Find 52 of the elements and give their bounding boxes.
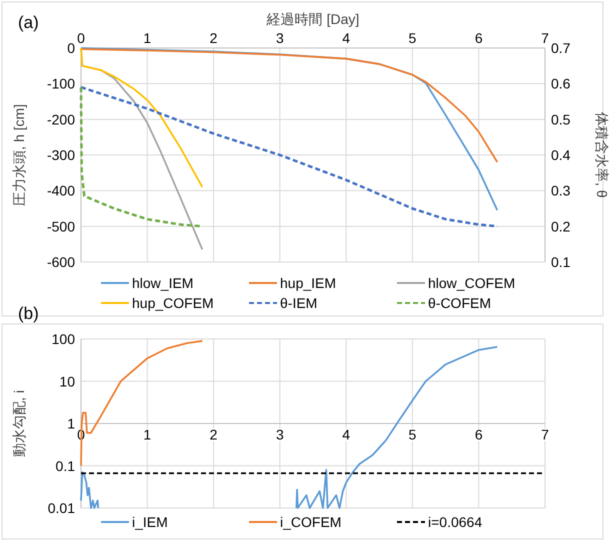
legend-label: θ-IEM — [280, 295, 318, 311]
y-axis-title: 動水勾配, i — [11, 390, 27, 457]
y-tick-label: -400 — [46, 182, 76, 199]
x-tick-label: 7 — [541, 426, 550, 442]
x-tick-label: 3 — [276, 30, 284, 46]
x-tick-label: 3 — [276, 426, 284, 442]
y-tick-label: -300 — [46, 147, 76, 163]
x-tick-label: 0 — [77, 30, 86, 46]
y2-tick-label: 0.7 — [551, 40, 571, 56]
x-axis-title: 経過時間 [Day] — [266, 11, 360, 27]
x-tick-label: 2 — [210, 30, 218, 46]
y2-tick-label: 0.6 — [551, 76, 571, 92]
legend-label: i_COFEM — [280, 514, 342, 530]
x-tick-label: 2 — [210, 426, 218, 442]
y-tick-label: -200 — [46, 111, 76, 128]
y-axis-title: 圧力水頭, h [cm] — [11, 104, 27, 206]
legend-label: hup_IEM — [280, 275, 336, 291]
x-tick-label: 5 — [408, 426, 417, 442]
line-series — [80, 47, 204, 188]
chart-title: (a) — [18, 13, 39, 32]
x-tick-label: 1 — [143, 426, 152, 442]
y-tick-label: 0 — [67, 40, 76, 56]
y2-tick-label: 0.1 — [551, 254, 571, 270]
y-tick-label: 1 — [67, 416, 76, 432]
x-tick-label: 6 — [474, 426, 483, 442]
y-tick-label: -100 — [46, 76, 76, 92]
y-tick-label: 0.1 — [56, 458, 76, 474]
y-tick-label: 10 — [59, 373, 76, 390]
x-tick-label: 4 — [342, 30, 350, 46]
y2-tick-label: 0.5 — [551, 111, 571, 128]
y2-tick-label: 0.3 — [551, 182, 571, 199]
legend-label: hlow_COFEM — [428, 275, 516, 291]
y2-tick-label: 0.2 — [551, 218, 571, 234]
x-tick-label: 1 — [143, 30, 152, 46]
x-tick-label: 5 — [408, 30, 417, 46]
legend-label: i=0.0664 — [428, 514, 482, 530]
y-tick-label: 100 — [52, 331, 76, 347]
y-tick-label: -600 — [46, 254, 76, 270]
x-tick-label: 7 — [541, 30, 550, 46]
y-tick-label: 0.01 — [48, 500, 76, 516]
line-series — [80, 86, 499, 228]
x-tick-label: 4 — [342, 426, 350, 442]
legend-label: hlow_IEM — [132, 275, 194, 291]
line-series — [80, 48, 498, 164]
chart-title: (b) — [18, 304, 39, 323]
y2-tick-label: 0.4 — [551, 147, 571, 163]
y2-axis-title: 体積含水率, θ — [594, 112, 610, 198]
legend-label: i_IEM — [132, 514, 168, 530]
x-tick-label: 6 — [474, 30, 483, 46]
legend-label: hup_COFEM — [132, 295, 214, 311]
y-tick-label: -500 — [46, 218, 76, 234]
legend-label: θ-COFEM — [428, 295, 491, 311]
